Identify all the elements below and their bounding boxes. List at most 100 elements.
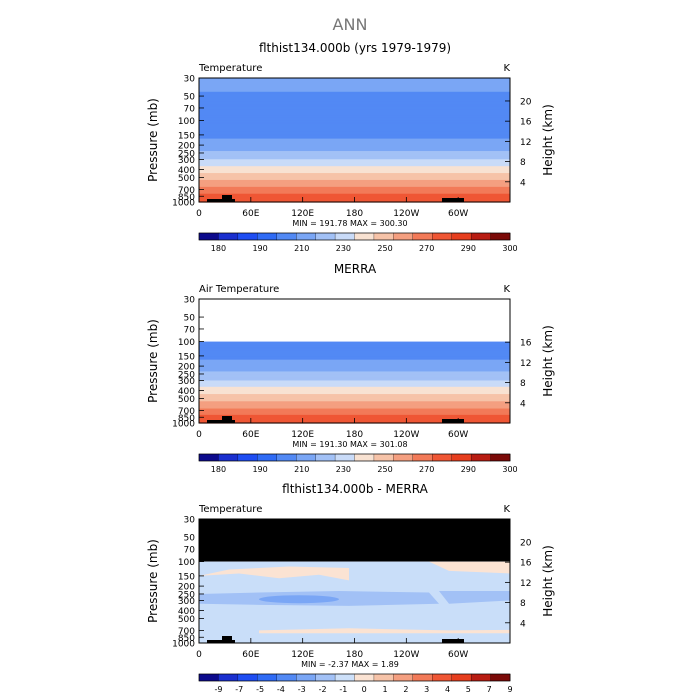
colorbar-tick-label: 300 [502,244,517,253]
y-tick-label: 850 [178,634,195,644]
contour-band [199,350,510,353]
y-tick-label: 850 [178,193,195,203]
x-tick-label: 120E [291,209,314,219]
contour-band [199,140,510,142]
contour-band [199,349,510,352]
contour-band [199,113,510,116]
colorbar-swatch [334,453,355,462]
y-tick-label: 300 [178,156,195,166]
colorbar-frame [198,453,511,462]
y-axis-label: Pressure (mb) [146,319,160,403]
contour-band [199,164,510,167]
contour-band [199,130,510,133]
contour-band [199,411,510,413]
contour-band [199,399,510,401]
terrain-mark [222,195,232,202]
colorbar-tick-label: -9 [214,685,222,694]
y-tick-label: 500 [178,174,195,184]
contour-band [199,145,510,148]
y-axis-label: Pressure (mb) [146,539,160,623]
contour-band [199,177,510,180]
y-tick-label: 300 [178,377,195,387]
colorbar-swatch [218,453,239,462]
colorbar-tick-label: 290 [461,465,476,474]
contour-band [199,364,510,366]
colorbar-swatch [218,232,239,241]
contour-band [199,397,510,400]
colorbar-swatch [354,453,375,462]
colorbar-swatch [315,673,336,682]
colorbar-tick-label: 270 [419,244,434,253]
colorbar-swatch [296,673,317,682]
contour-band [199,175,510,178]
y-tick-label: 50 [184,534,196,544]
contour-band [199,373,510,375]
contour-band [199,124,510,127]
contour-band [199,368,510,371]
contour-band [199,117,510,120]
contour-band [199,403,510,405]
colorbar-swatch [373,673,394,682]
y-tick-label: 250 [178,590,195,600]
y-tick-label: 70 [184,545,196,555]
contour-band [199,131,510,134]
contour-band [199,404,510,406]
contour-band [199,98,510,101]
colorbar-swatch [276,232,297,241]
x-tick-label: 60E [242,650,259,660]
contour-band [199,406,510,409]
terrain-mark [442,198,464,202]
contour-band [199,166,510,169]
contour-band [199,381,510,383]
contour-band [199,404,510,407]
colorbar-tick-label: 250 [377,465,392,474]
y-tick-label: 200 [178,583,195,593]
contour-band [199,409,510,411]
y-axis-label: Pressure (mb) [146,98,160,182]
contour-band [199,137,510,140]
colorbar-swatch [451,673,472,682]
contour-band [199,379,510,382]
diff-contour [439,591,510,604]
contour-band [199,405,510,408]
contour-band [199,375,510,377]
colorbar-tick-label: -2 [319,685,327,694]
contour-band [199,343,510,345]
contour-band [199,378,510,381]
height-tick-label: 20 [520,97,532,107]
y-tick-label: 500 [178,615,195,625]
units-label: K [503,63,510,74]
contour-band [199,100,510,103]
contour-band [199,192,510,195]
y-tick-label: 200 [178,363,195,373]
colorbar-swatch [198,453,219,462]
x-tick-label: 60E [242,209,259,219]
height-tick-label: 16 [520,118,532,128]
contour-band [199,362,510,364]
y-tick-label: 70 [184,325,196,335]
colorbar-swatch [315,232,336,241]
colorbar-tick-label: 300 [502,465,517,474]
x-tick-label: 180 [346,430,363,440]
colorbar-swatch [412,453,433,462]
colorbar-swatch [354,673,375,682]
contour-band [199,347,510,349]
contour-band [199,351,510,354]
y-tick-label: 500 [178,395,195,405]
y-tick-label: 150 [178,352,195,362]
colorbar-tick-label: 4 [445,685,450,694]
y-tick-label: 1000 [172,199,195,209]
contour-band [199,97,510,100]
contour-band [199,358,510,361]
contour-band [199,178,510,181]
x-tick-label: 60E [242,430,259,440]
contour-band [199,366,510,368]
height-tick-label: 8 [520,158,526,168]
y-tick-label: 30 [184,516,196,526]
colorbar-swatch [470,453,492,462]
contour-band [199,387,510,390]
colorbar-tick-label: -5 [256,685,264,694]
contour-band [199,394,510,397]
x-tick-label: 60W [448,430,468,440]
